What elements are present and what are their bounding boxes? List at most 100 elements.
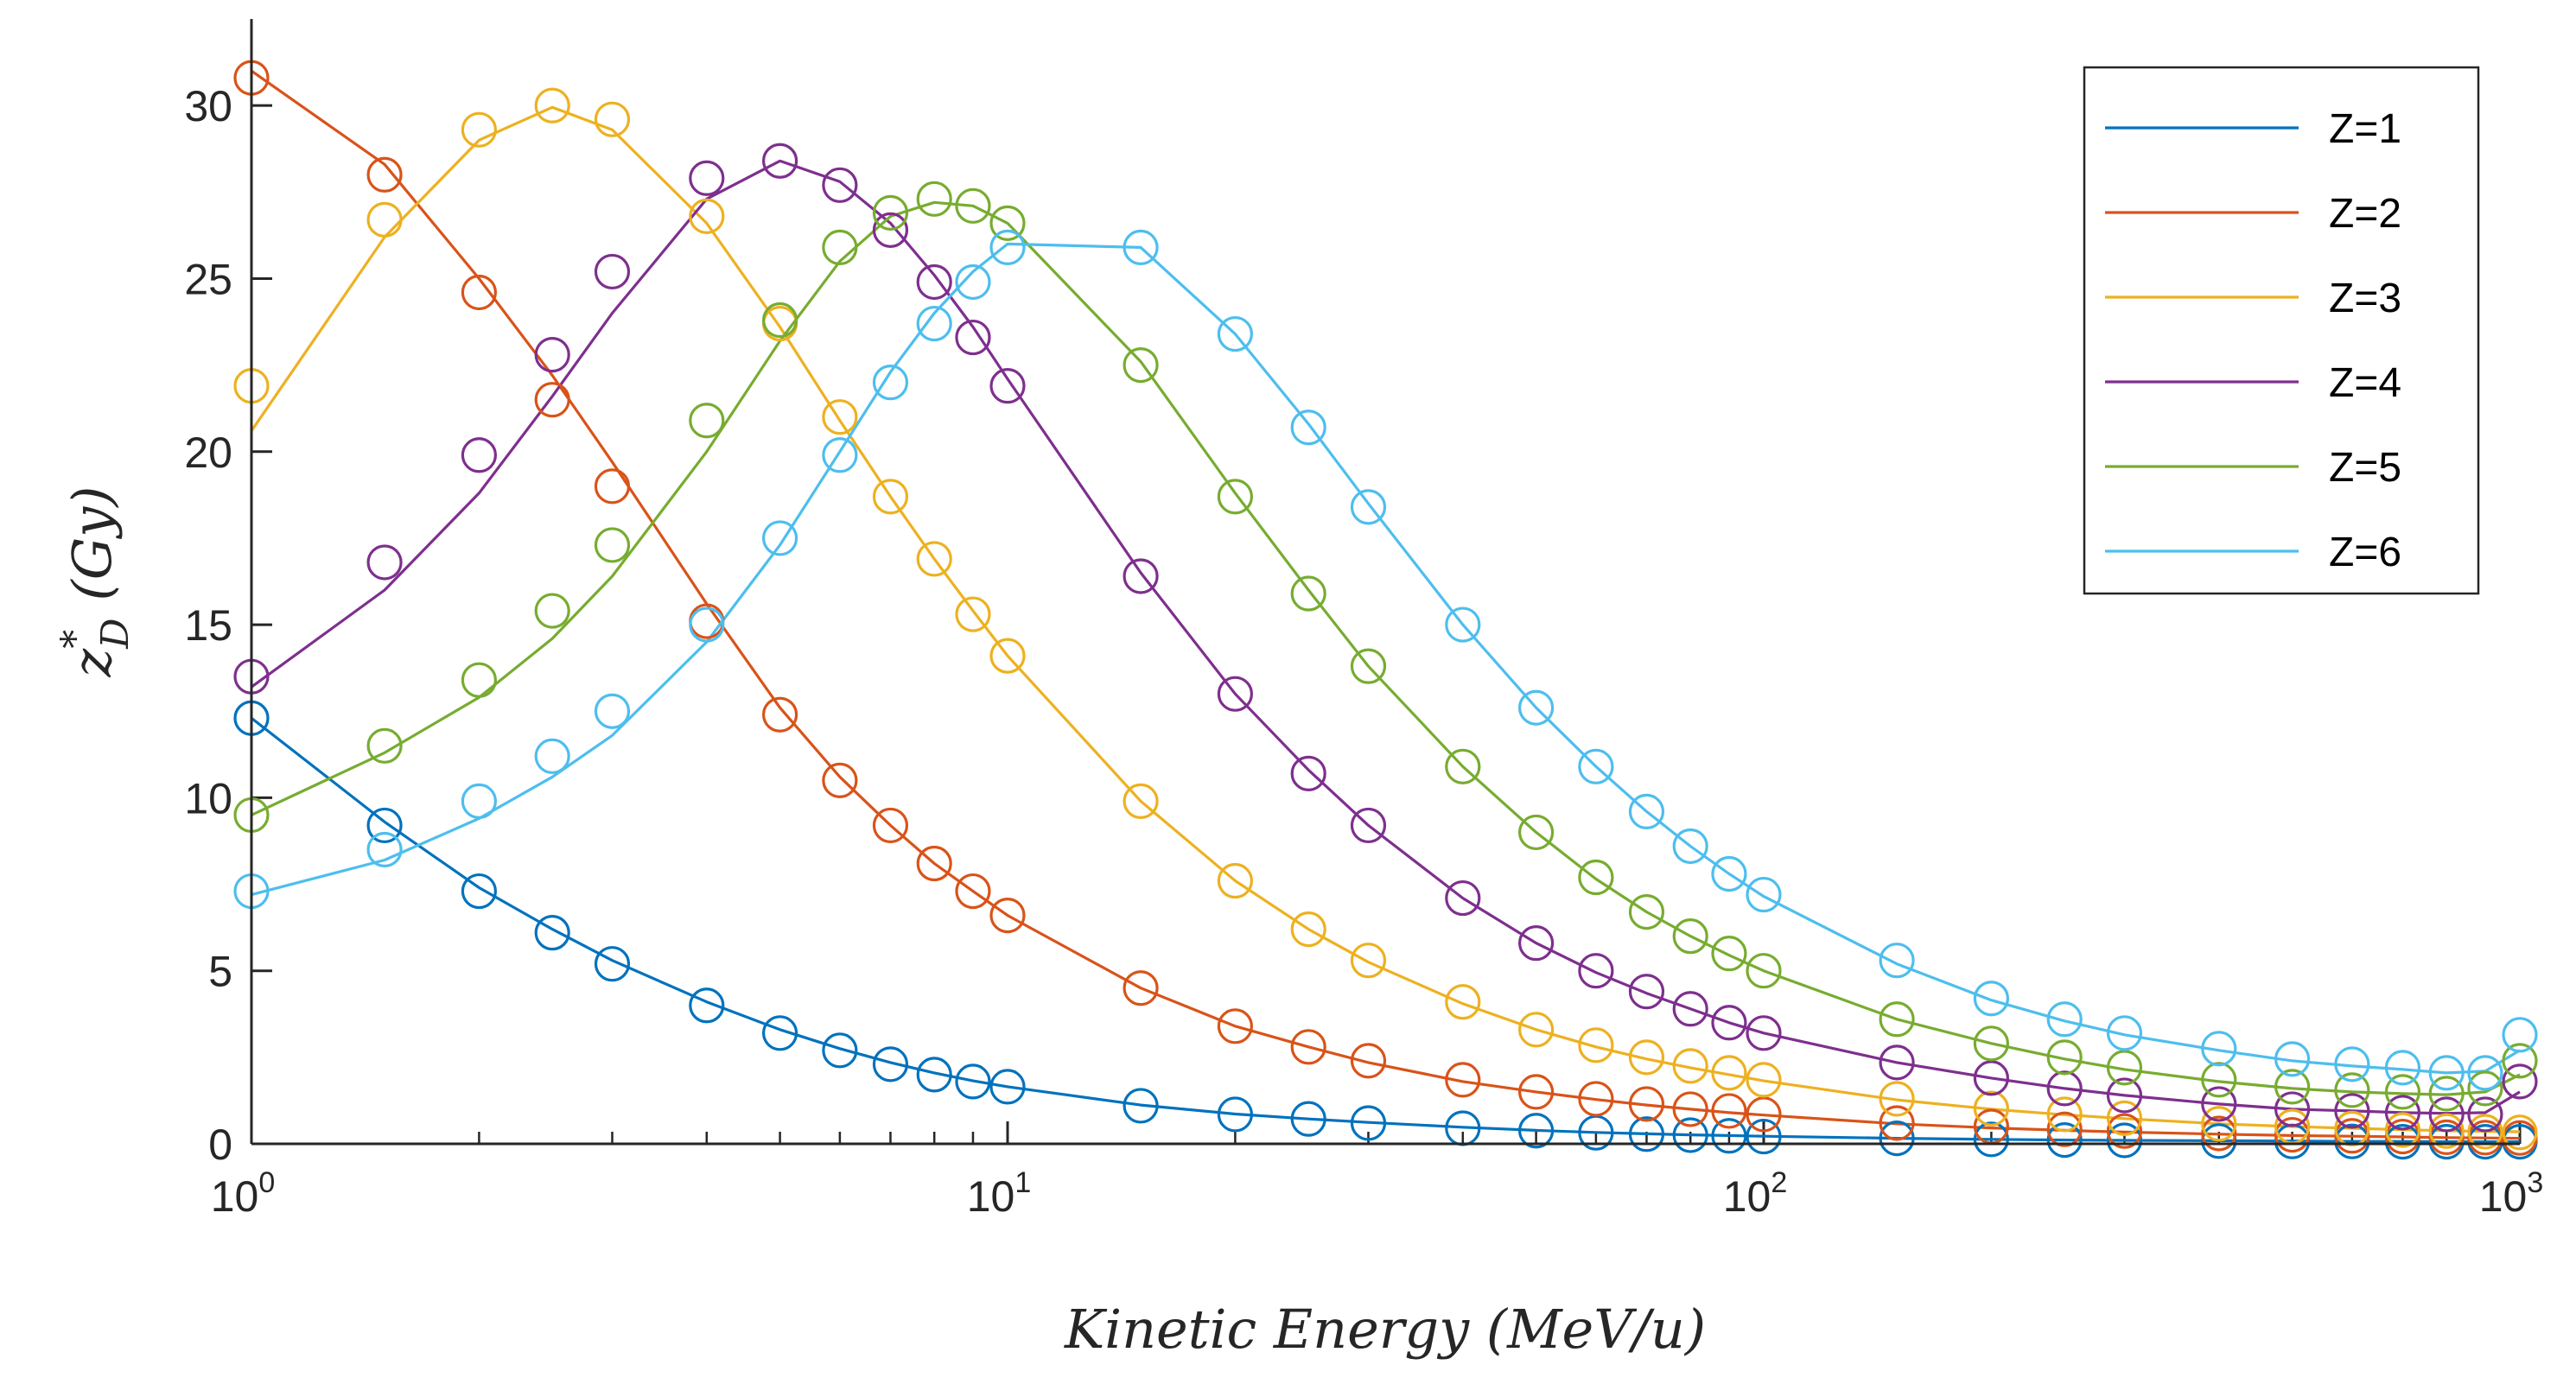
- data-point-z5: [2046, 1039, 2083, 1076]
- data-point-z3: [1973, 1090, 2010, 1127]
- data-point-z3: [2384, 1112, 2421, 1148]
- data-point-z1: [1517, 1113, 1555, 1149]
- data-point-z2: [1746, 1096, 1782, 1133]
- data-point-z4: [2502, 1063, 2538, 1100]
- data-point-z3: [955, 596, 991, 632]
- data-point-z5: [366, 727, 403, 764]
- data-point-z4: [989, 368, 1026, 404]
- data-point-z6: [2384, 1050, 2421, 1086]
- data-point-z5: [1217, 479, 1254, 515]
- data-point-z5: [689, 403, 725, 439]
- legend-label-z2: Z=2: [2329, 191, 2401, 237]
- data-point-z5: [594, 527, 631, 563]
- data-point-z4: [2274, 1091, 2311, 1127]
- data-point-z6: [1672, 828, 1708, 865]
- data-point-z6: [1879, 943, 1915, 979]
- data-point-z2: [916, 845, 952, 882]
- data-point-z4: [1746, 1015, 1782, 1051]
- y-tick-label: 10: [184, 774, 232, 822]
- data-point-z5: [872, 194, 909, 231]
- data-point-z3: [822, 399, 858, 435]
- y-tick-label: 25: [184, 255, 232, 303]
- data-point-z4: [689, 160, 725, 196]
- data-point-z2: [872, 807, 909, 844]
- data-point-z3: [1578, 1027, 1614, 1063]
- data-point-z1: [1711, 1118, 1747, 1154]
- series-line-z4: [251, 159, 2521, 1115]
- data-point-z1: [1672, 1117, 1708, 1153]
- data-point-z1: [989, 1069, 1026, 1105]
- data-point-z1: [955, 1063, 991, 1100]
- data-point-z2: [955, 873, 991, 910]
- data-point-z5: [822, 229, 858, 266]
- data-point-z1: [1973, 1121, 2010, 1158]
- data-point-z3: [1217, 862, 1254, 899]
- data-point-z2: [461, 274, 498, 311]
- data-point-z6: [1628, 793, 1665, 830]
- data-point-z1: [1628, 1116, 1665, 1152]
- data-point-z5: [1879, 1001, 1915, 1038]
- x-tick-label: 100: [211, 1166, 276, 1221]
- data-point-z4: [594, 253, 631, 290]
- data-point-z2: [2274, 1116, 2311, 1153]
- data-point-z1: [761, 1015, 798, 1051]
- data-point-z3: [1517, 1012, 1555, 1048]
- data-point-z3: [2428, 1113, 2465, 1149]
- data-point-z3: [1445, 984, 1481, 1020]
- data-point-z6: [872, 365, 909, 401]
- data-point-z4: [1628, 974, 1665, 1010]
- y-axis-label-subscript: D: [93, 618, 137, 649]
- data-point-z4: [1350, 807, 1387, 844]
- data-point-z5: [1746, 953, 1782, 989]
- data-point-z4: [2467, 1096, 2503, 1133]
- data-point-z2: [822, 762, 858, 798]
- data-point-z6: [366, 831, 403, 868]
- data-point-z1: [2106, 1122, 2143, 1159]
- data-point-z4: [461, 437, 498, 473]
- data-point-z1: [1746, 1118, 1782, 1155]
- data-point-z3: [366, 201, 403, 238]
- axis-ticks: [250, 104, 2522, 1146]
- y-tick-labels: 0 5 10 15 20 25 30: [184, 82, 232, 1169]
- data-point-z5: [2384, 1074, 2421, 1110]
- y-tick-label: 5: [208, 948, 232, 996]
- data-point-z2: [1578, 1081, 1614, 1117]
- data-point-z5: [2502, 1043, 2538, 1079]
- data-point-z4: [366, 544, 403, 581]
- data-point-z4: [1445, 879, 1481, 917]
- legend-items: Z=1 Z=2 Z=3 Z=4 Z=5 Z=6: [2105, 106, 2401, 575]
- data-point-z5: [1711, 936, 1747, 972]
- y-axis-label-unit: (Gy): [60, 486, 124, 601]
- data-point-z5: [2201, 1062, 2237, 1098]
- data-point-z1: [2201, 1123, 2237, 1159]
- data-point-z6: [594, 693, 631, 729]
- data-point-z5: [761, 302, 798, 339]
- data-point-z1: [534, 915, 570, 951]
- x-tick-labels: 100 101 102 103: [211, 1166, 2544, 1221]
- data-point-z1: [916, 1057, 952, 1093]
- data-point-z3: [916, 541, 952, 577]
- data-point-z6: [822, 437, 858, 473]
- data-point-z6: [534, 738, 570, 774]
- y-tick-label: 30: [184, 82, 232, 130]
- data-point-z5: [2106, 1050, 2143, 1086]
- data-point-z4: [1517, 925, 1555, 962]
- data-point-z4: [761, 143, 798, 179]
- x-axis-label-name: Kinetic Energy: [1064, 1298, 1470, 1361]
- data-point-z6: [1711, 855, 1747, 892]
- data-point-z2: [1672, 1091, 1708, 1127]
- svg-text:z*D(Gy): z*D (Gy): [54, 486, 137, 678]
- data-point-z5: [1517, 814, 1555, 851]
- data-point-z2: [1290, 1029, 1326, 1065]
- data-point-z6: [1746, 876, 1782, 913]
- data-point-z4: [872, 212, 909, 248]
- data-point-z3: [461, 111, 498, 148]
- data-point-z4: [1123, 558, 1159, 594]
- data-point-z6: [955, 263, 991, 301]
- data-point-z5: [1445, 748, 1481, 784]
- data-point-z2: [366, 156, 403, 193]
- data-point-z5: [989, 205, 1026, 241]
- legend-label-z1: Z=1: [2329, 106, 2401, 152]
- data-point-z1: [366, 807, 403, 844]
